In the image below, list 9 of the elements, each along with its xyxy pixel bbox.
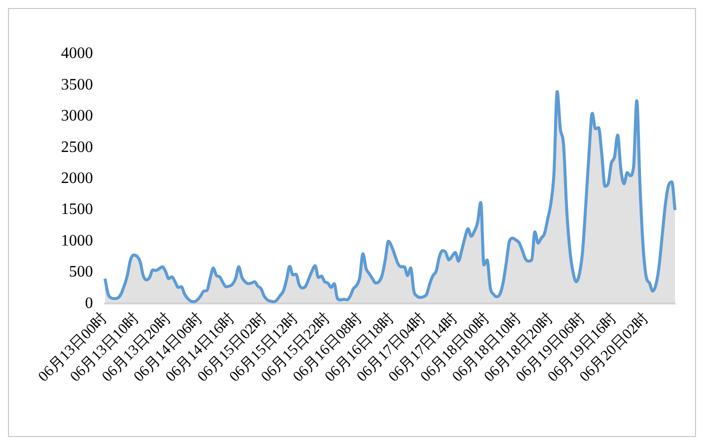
y-tick-label: 2000 — [61, 170, 93, 188]
y-tick-label: 3500 — [61, 76, 93, 94]
y-tick-label: 500 — [69, 264, 93, 281]
y-tick-label: 4000 — [61, 45, 93, 62]
y-tick-label: 1000 — [61, 232, 93, 250]
y-tick-label: 3000 — [61, 108, 93, 125]
y-tick-label: 0 — [85, 294, 93, 312]
y-tick-label: 2500 — [61, 138, 93, 156]
y-tick-label: 1500 — [61, 201, 93, 218]
